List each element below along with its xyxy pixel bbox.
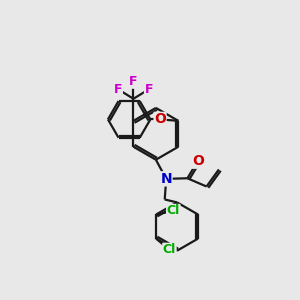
Text: O: O	[192, 154, 204, 168]
Text: N: N	[160, 172, 172, 186]
Text: O: O	[154, 112, 166, 126]
Text: F: F	[145, 83, 153, 96]
Text: Cl: Cl	[163, 243, 176, 256]
Text: Cl: Cl	[167, 205, 180, 218]
Text: F: F	[114, 83, 122, 96]
Text: F: F	[129, 75, 138, 88]
